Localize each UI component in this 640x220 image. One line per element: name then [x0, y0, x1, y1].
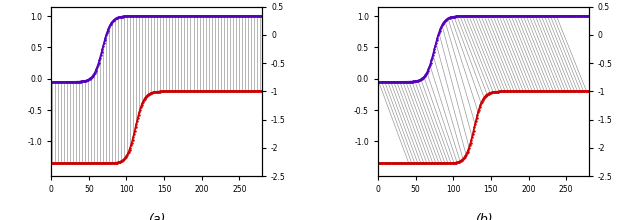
Text: (b): (b) — [475, 213, 492, 220]
Text: (a): (a) — [148, 213, 165, 220]
